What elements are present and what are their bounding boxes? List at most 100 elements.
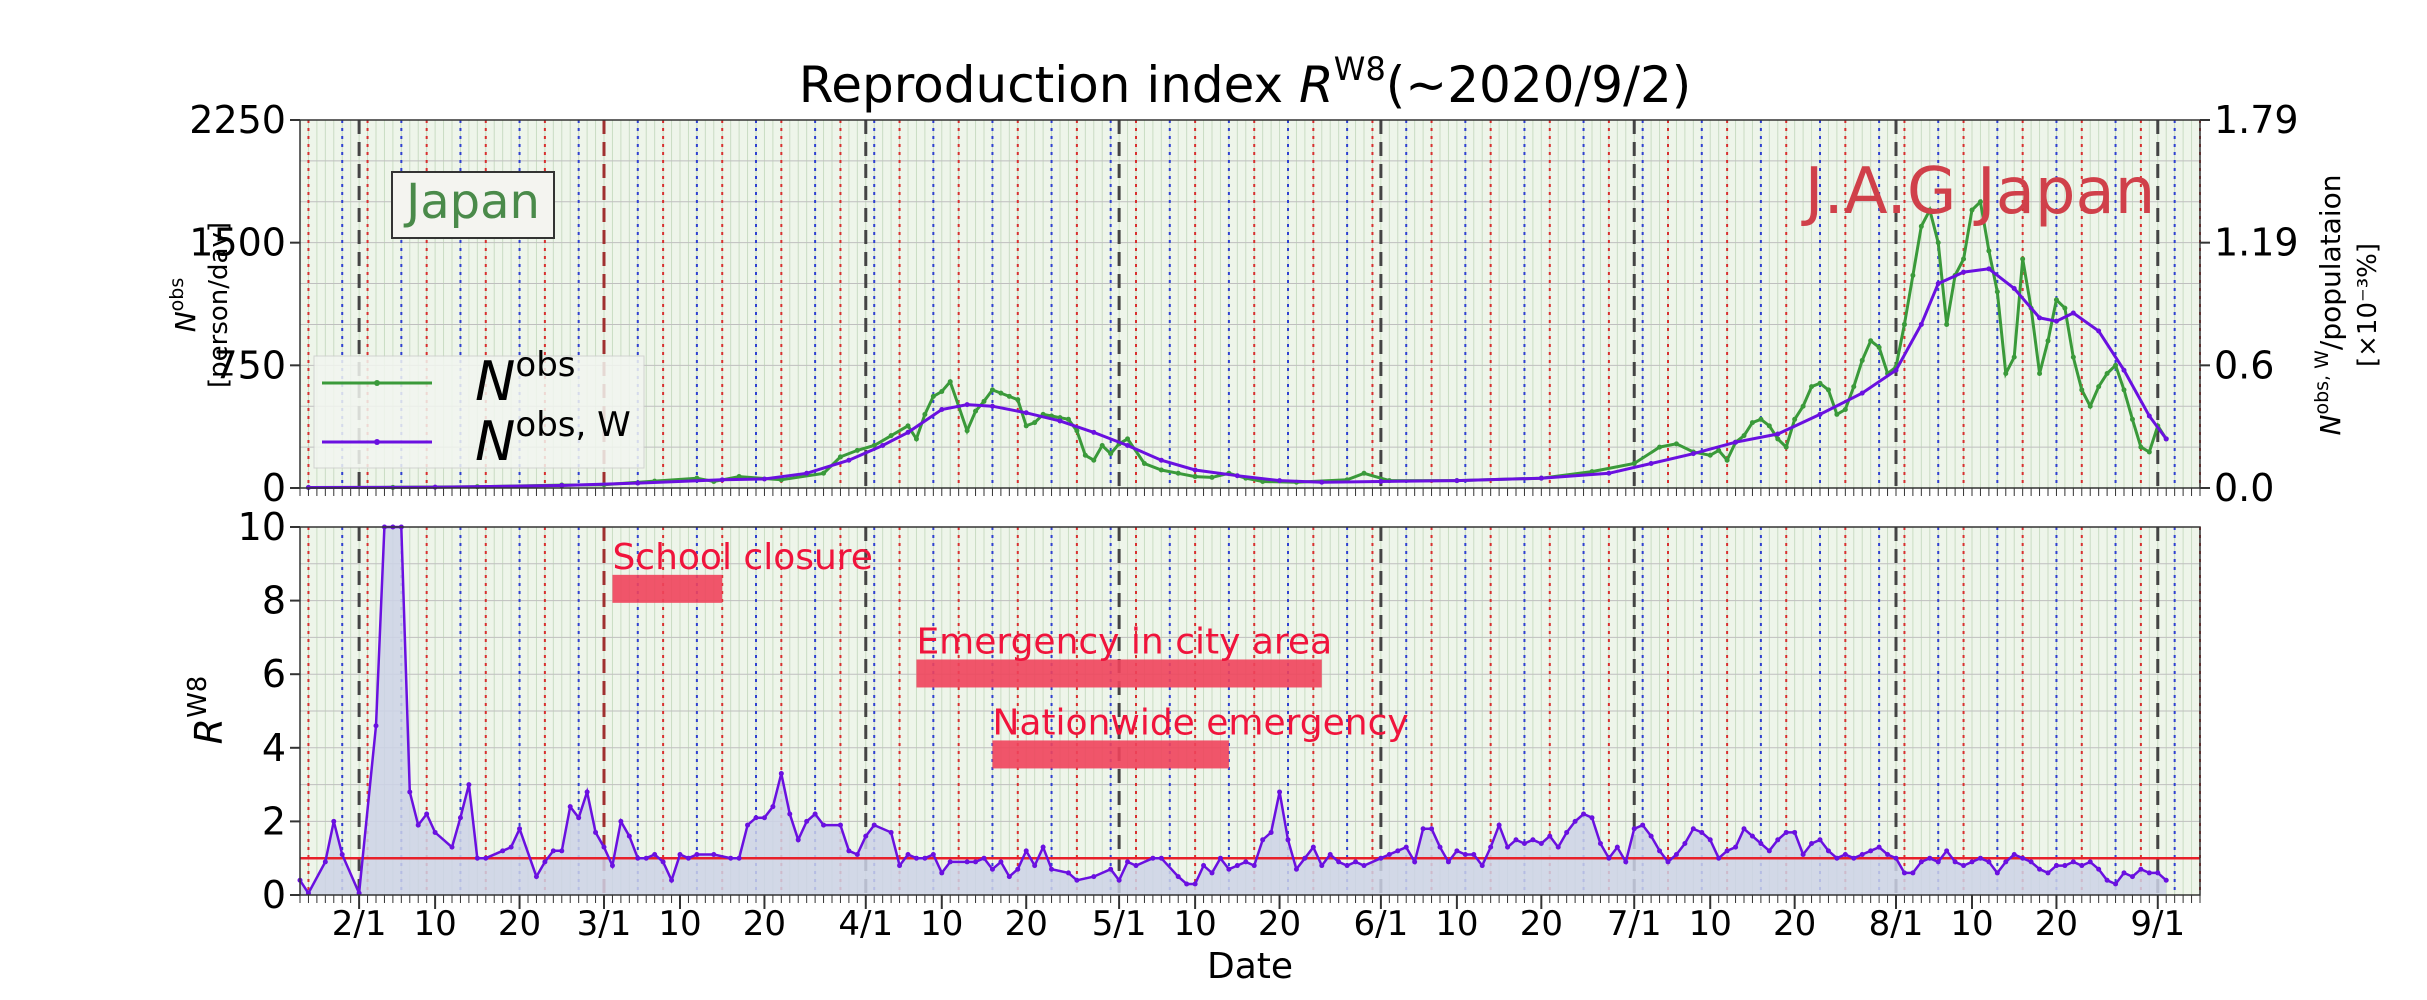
r-w8-point [1851, 855, 1857, 861]
r-w8-point [1969, 859, 1975, 865]
r-w8-point [1977, 855, 1983, 861]
r-w8-point [1673, 852, 1679, 858]
r-w8-point [339, 852, 345, 858]
bottom-y-tick-label: 0 [262, 873, 286, 917]
bottom-y-label-text: RW8 [183, 676, 231, 745]
series-n-obs-w-point [1733, 439, 1739, 445]
bottom-x-tick-label: 5/1 [1092, 904, 1147, 944]
series-n-obs-point [1834, 411, 1840, 417]
bottom-x-tick-label: 10 [1689, 904, 1732, 944]
series-n-obs-point [1631, 460, 1637, 466]
r-w8-point [1766, 848, 1772, 854]
bottom-x-tick-label: 4/1 [838, 904, 893, 944]
series-n-obs-point [2053, 297, 2059, 303]
r-w8-point [1682, 840, 1688, 846]
series-n-obs-point [1032, 420, 1038, 426]
series-n-obs-point [2003, 371, 2009, 377]
r-w8-point [2104, 877, 2110, 883]
r-w8-point [1268, 829, 1274, 835]
r-w8-point [2053, 863, 2059, 869]
series-n-obs-point [1918, 223, 1924, 229]
top-left-y-label: Nobs [person/day] [166, 222, 234, 388]
series-n-obs-point [1006, 393, 1012, 399]
series-n-obs-w-point [2121, 367, 2127, 373]
top-y-tick-label: 2250 [189, 98, 286, 142]
series-n-obs-w-point [964, 402, 970, 408]
r-w8-point [2045, 870, 2051, 876]
r-w8-point [1572, 818, 1578, 824]
r-w8-point [745, 822, 751, 828]
r-w8-point [1074, 877, 1080, 883]
series-n-obs-point [998, 390, 1004, 396]
series-n-obs-point [1859, 357, 1865, 363]
r-w8-point [567, 804, 573, 810]
series-n-obs-w-point [1125, 442, 1131, 448]
r-w8-point [1184, 881, 1190, 887]
bottom-x-tick-label: 9/1 [2130, 904, 2185, 944]
series-n-obs-point [1944, 321, 1950, 327]
series-n-obs-point [1065, 416, 1071, 422]
series-n-obs-point [1724, 457, 1730, 463]
series-n-obs-point [1074, 428, 1080, 434]
r-w8-point [1538, 840, 1544, 846]
r-w8-point [1901, 870, 1907, 876]
r-w8-point [1606, 855, 1612, 861]
japan-panel-label: Japan [403, 174, 540, 230]
r-w8-point [1353, 859, 1359, 865]
series-n-obs-point [1023, 423, 1029, 429]
r-w8-point [694, 852, 700, 858]
series-n-obs-point [1158, 467, 1164, 473]
r-w8-point [1395, 848, 1401, 854]
r-w8-point [1927, 855, 1933, 861]
series-n-obs-w-point [2096, 328, 2102, 334]
series-n-obs-point [1091, 457, 1097, 463]
r-w8-point [1665, 859, 1671, 865]
r-w8-point [787, 811, 793, 817]
r-w8-point [542, 859, 548, 865]
series-n-obs-w-point [761, 476, 767, 482]
r-w8-point [1513, 837, 1519, 843]
r-w8-point [863, 833, 869, 839]
series-n-obs-point [930, 393, 936, 399]
r-w8-point [2079, 863, 2085, 869]
series-n-obs-w-point [1859, 390, 1865, 396]
legend-obs-marker [374, 380, 380, 386]
r-w8-point [1521, 840, 1527, 846]
r-w8-point [2011, 852, 2017, 858]
series-n-obs-point [2138, 444, 2144, 450]
series-n-obs-w-point [2011, 285, 2017, 291]
top-panel-series [305, 198, 2169, 491]
bottom-x-tick-label: 7/1 [1607, 904, 1662, 944]
r-w8-point [1961, 863, 1967, 869]
r-w8-point [1488, 844, 1494, 850]
series-n-obs-point [854, 447, 860, 453]
series-n-obs-w-point [1648, 460, 1654, 466]
r-w8-point [1091, 874, 1097, 880]
series-n-obs-point [2121, 387, 2127, 393]
r-w8-point [1800, 852, 1806, 858]
bottom-x-tick-label: 20 [2035, 904, 2078, 944]
r-w8-point [1648, 833, 1654, 839]
series-n-obs-point [1825, 387, 1831, 393]
r-w8-point [897, 863, 903, 869]
series-n-obs-point [1741, 433, 1747, 439]
top-y-tick-label: 750 [213, 343, 286, 387]
bottom-x-tick-label: 6/1 [1354, 904, 1409, 944]
r-w8-point [2138, 866, 2144, 872]
series-n-obs-point [1766, 423, 1772, 429]
series-n-obs-w-point [1378, 478, 1384, 484]
series-n-obs-w-point [559, 483, 565, 489]
r-w8-point [1192, 881, 1198, 887]
r-w8-point [1564, 829, 1570, 835]
series-n-obs-w-point [1538, 475, 1544, 481]
r-w8-point [1158, 855, 1164, 861]
series-n-obs-w-point [1158, 457, 1164, 463]
series-n-obs-w-point [846, 457, 852, 463]
r-w8-point [407, 789, 413, 795]
r-w8-point [2121, 870, 2127, 876]
r-w8-point [500, 848, 506, 854]
r-w8-point [685, 855, 691, 861]
r-w8-point [1006, 874, 1012, 880]
r-w8-point [1724, 848, 1730, 854]
r-w8-point [609, 863, 615, 869]
